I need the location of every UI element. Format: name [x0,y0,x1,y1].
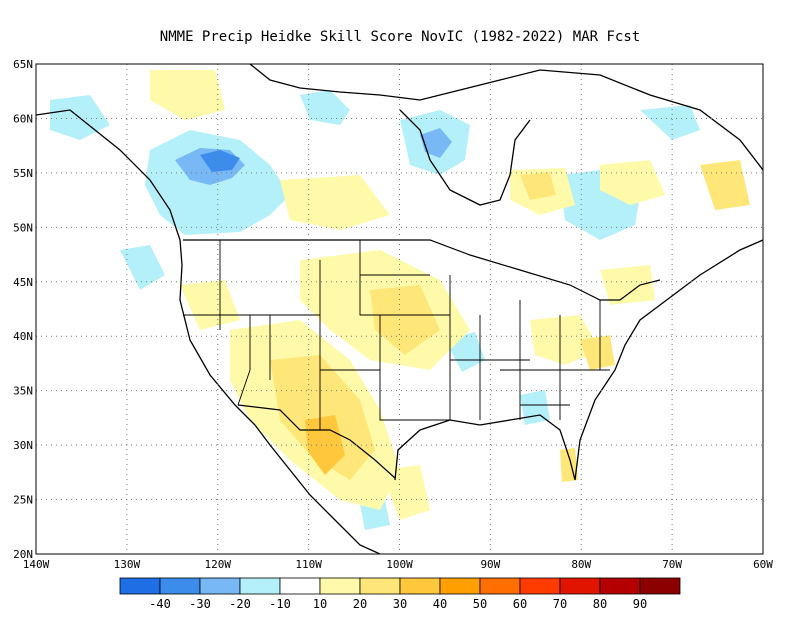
longitude-label: 100W [386,558,413,571]
latitude-labels: 65N 60N 55N 50N 45N 40N 35N 30N 25N 20N [13,58,33,561]
latitude-label: 20N [13,548,33,561]
skill-region-prairies [280,175,390,230]
skill-region-west-coast [180,280,240,330]
colorbar-swatch [119,577,161,595]
colorbar-label: -10 [269,597,291,611]
coastline-arctic [249,64,763,171]
skill-region-bc-strong [200,150,240,172]
colorbar-swatch [519,577,561,595]
latitude-label: 30N [13,439,33,452]
skill-region-ohio-valley [530,315,600,365]
colorbar-label: 20 [353,597,367,611]
skill-region-north [300,90,350,125]
colorbar-label: -20 [229,597,251,611]
colorbar-swatch [239,577,281,595]
skill-region-maritimes [600,160,665,205]
coastline-gulf [394,239,763,481]
longitude-label: 140W [23,558,50,571]
longitude-label: 70W [662,558,682,571]
colorbar-swatch [319,577,361,595]
colorbar-swatch [599,577,641,595]
latitude-label: 45N [13,276,33,289]
longitude-label: 130W [114,558,141,571]
colorbar-label: 10 [313,597,327,611]
colorbar-labels: -40 -30 -20 -10 10 20 30 40 50 60 70 80 90 [149,597,647,611]
graticule [36,64,763,554]
skill-region-mexico [380,465,430,520]
latitude-label: 60N [13,112,33,125]
skill-region-central-plains [370,285,440,355]
colorbar-label: 70 [553,597,567,611]
coastline-hudson-bay [399,109,531,206]
longitude-label: 80W [571,558,591,571]
longitude-label: 110W [295,558,322,571]
skill-region-new-england [600,265,655,305]
latitude-label: 25N [13,494,33,507]
border-us-canada [183,239,661,301]
map-title: NMME Precip Heidke Skill Score NovIC (19… [159,29,641,45]
coastline [36,109,381,554]
colorbar-swatch [439,577,481,595]
colorbar-swatch [639,577,681,595]
skill-region-labrador-sea [700,160,750,210]
longitude-label: 120W [205,558,232,571]
latitude-label: 50N [13,221,33,234]
skill-region-yukon [150,70,225,120]
skill-field [36,64,763,554]
longitude-label: 90W [480,558,500,571]
colorbar-swatch [199,577,241,595]
map-frame [35,63,764,555]
skill-region-pacific [120,245,165,290]
colorbar-label: -40 [149,597,171,611]
colorbar-label: 90 [633,597,647,611]
latitude-label: 65N [13,58,33,71]
state-lines [183,240,610,430]
colorbar-label: -30 [189,597,211,611]
colorbar-label: 60 [513,597,527,611]
latitude-label: 55N [13,167,33,180]
longitude-labels: 140W 130W 120W 110W 100W 90W 80W 70W 60W [23,558,774,571]
colorbar-swatch [479,577,521,595]
colorbar-swatch [159,577,201,595]
colorbar-label: 40 [433,597,447,611]
skill-region-ne-canada-core [520,172,556,200]
colorbar-swatch [359,577,401,595]
colorbar-label: 80 [593,597,607,611]
border-us-mexico [237,404,396,479]
colorbar [119,577,681,595]
colorbar-label: 50 [473,597,487,611]
colorbar-swatch [399,577,441,595]
latitude-label: 40N [13,330,33,343]
colorbar-swatch [279,577,321,595]
skill-region-labrador [640,105,700,140]
skill-region-hudson-core [420,128,452,158]
longitude-label: 60W [753,558,773,571]
latitude-label: 35N [13,385,33,398]
colorbar-swatch [559,577,601,595]
colorbar-label: 30 [393,597,407,611]
skill-region-baja [360,500,390,530]
skill-region-mid-atlantic [580,335,615,370]
